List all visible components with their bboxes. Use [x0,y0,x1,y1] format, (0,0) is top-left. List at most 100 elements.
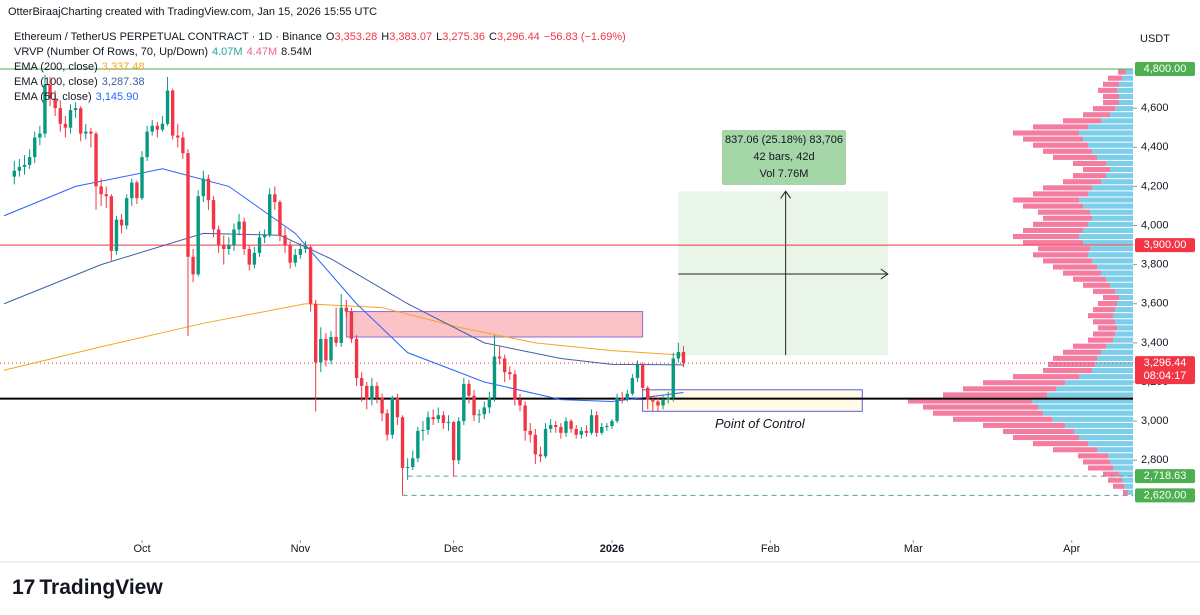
candle-body [605,425,609,427]
profile-up [1088,142,1133,148]
profile-up [1043,410,1133,416]
profile-down [1098,301,1117,307]
profile-down [1063,118,1101,124]
candle-body [124,198,129,226]
profile-up [1097,447,1133,453]
candle-body [467,383,471,396]
profile-down [1033,252,1088,258]
candle-body [666,397,670,400]
candle-body [380,397,384,414]
candle-body [334,336,338,343]
ohlc-key: L [436,31,443,43]
candle-body [308,247,313,304]
y-tick-label: 3,800 [1141,259,1169,271]
profile-down [1103,81,1119,87]
profile-down [923,404,1038,410]
profile-down [1088,465,1113,471]
profile-up [1038,404,1133,410]
candle-body [79,108,83,134]
profile-up [1092,148,1133,154]
candle-body [518,399,522,406]
vrvp-total: 8.54M [281,46,312,58]
candle-body [543,428,548,457]
x-tick-label: Apr [1063,543,1080,555]
candle-body [354,338,359,379]
profile-down [1073,343,1106,349]
candle-body [288,245,292,263]
profile-down [983,422,1065,428]
price-label: 3,900.00 [1144,239,1187,251]
profile-up [1052,416,1133,422]
measure-area [678,191,888,356]
candle-body [508,372,512,375]
profile-up [1113,313,1133,319]
profile-up [1119,93,1133,100]
candle-body [375,385,379,398]
profile-up [1110,167,1133,173]
profile-up [1079,374,1133,380]
measure-line: Vol 7.76M [759,168,809,180]
candle-body [196,196,200,275]
profile-up [1115,331,1133,337]
profile-down [1013,130,1079,136]
candle-body [84,131,88,134]
candle-body [216,229,221,246]
candle-body [58,108,62,124]
candle-body [472,395,476,416]
candle-body [48,84,52,99]
candle-body [620,397,624,400]
profile-down [1088,313,1113,319]
profile-up [1092,258,1133,264]
profile-down [1033,221,1088,227]
profile-up [1097,264,1133,270]
candle-body [533,434,538,455]
profile-down [1038,246,1090,252]
ema-line [3,232,684,366]
y-tick-label: 4,200 [1141,180,1169,192]
x-tick-label: Mar [904,543,923,555]
profile-up [1124,483,1133,489]
candle-body [457,421,461,461]
zone [642,389,863,412]
profile-up [1119,81,1133,87]
candle-body [313,303,318,363]
ema-value: 3,145.90 [95,91,139,103]
price-axis-bg [1133,0,1200,560]
candle-body [436,415,440,420]
profile-down [1023,136,1083,142]
candle-body [43,84,47,134]
profile-up [1106,160,1133,167]
candle-body [201,178,206,197]
candle-body [569,421,573,429]
profile-down [1033,191,1088,197]
candle-body [411,458,415,468]
x-tick-label: Feb [761,543,780,555]
profile-down [1088,337,1113,343]
profile-up [1065,422,1133,428]
profile-up [1126,69,1133,75]
candle-body [646,387,650,400]
profile-down [1093,331,1115,337]
profile-up [1047,392,1133,398]
ema-name: EMA (200, close) [14,61,98,73]
profile-up [1106,276,1133,282]
candle-body [191,256,195,275]
profile-down [963,386,1056,392]
candle-body [681,351,686,364]
profile-up [1079,435,1133,441]
profile-down [1003,428,1074,435]
profile-up [1092,215,1133,221]
candle-body [22,164,27,167]
profile-up [1083,203,1133,209]
candle-body [252,252,257,265]
profile-down [1043,368,1092,374]
candle-body [538,454,543,457]
candle-body [283,235,287,246]
profile-up [1101,179,1133,185]
candle-body [528,430,532,435]
arrow-head [880,268,889,280]
candle-body [27,157,32,165]
profile-up [1088,252,1133,258]
candle-body [165,90,170,124]
profile-up [1117,301,1133,307]
